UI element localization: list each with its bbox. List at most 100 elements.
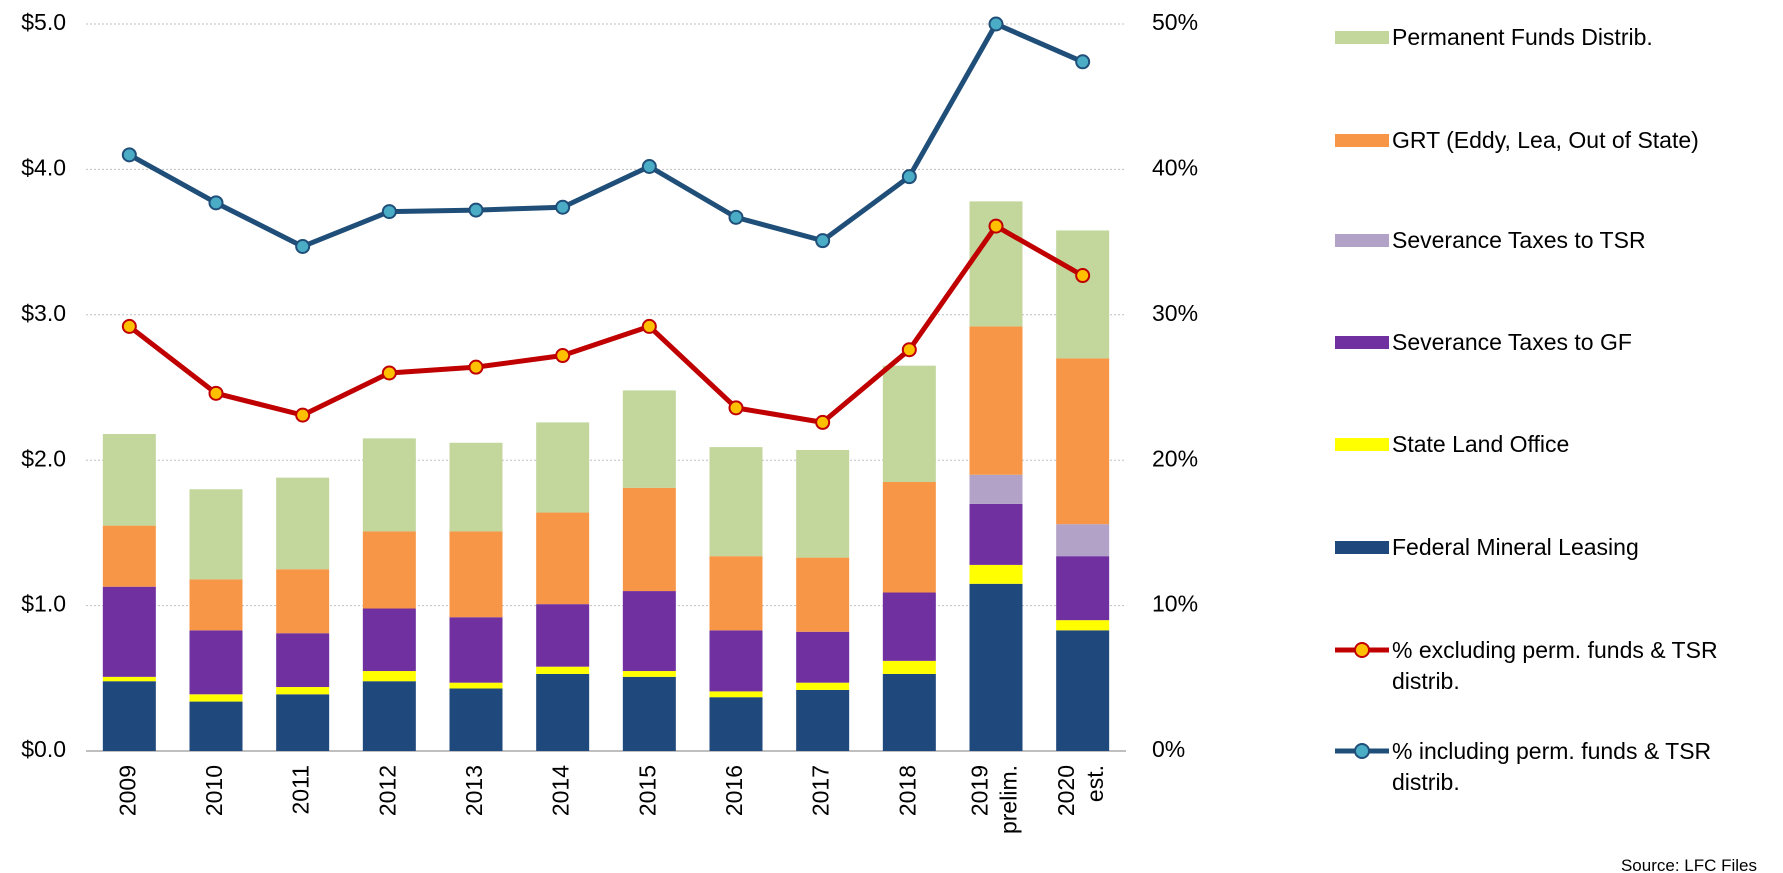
y2-tick-label: 40% [1152,154,1198,180]
bar [709,630,763,692]
legend-swatch [1335,642,1389,658]
bar [796,557,850,632]
plot-area: $0.0 $1.0 $2.0 $3.0 $4.0 $5.0 0% 10% 20% 30% 40% 50… [21,9,1198,834]
bar [969,503,1023,565]
legend-item: Severance Taxes to GF [1335,327,1777,358]
y-tick-label: $1.0 [21,591,66,617]
legend-item: GRT (Eddy, Lea, Out of State) [1335,125,1777,156]
bar [276,694,330,751]
y-tick-label: $5.0 [21,9,66,35]
bar [102,681,156,751]
bar [362,531,416,609]
marker [641,318,657,334]
bar [796,631,850,683]
bar [189,579,243,631]
bar [969,564,1023,584]
marker [208,195,224,211]
legend-item: Federal Mineral Leasing [1335,532,1777,563]
bar [969,326,1023,475]
legend-label: Permanent Funds Distrib. [1392,24,1653,50]
bar [276,569,330,634]
marker [555,348,571,364]
bar [189,701,243,751]
bar [709,447,763,557]
bar [102,525,156,587]
bar [882,365,936,483]
marker [988,16,1004,32]
bar [622,676,676,751]
bar [102,586,156,677]
x-tick-label: 2018 [894,765,920,816]
bar [449,617,503,683]
x-tick-label: 2011 [288,765,314,814]
marker [295,238,311,254]
marker [1075,54,1091,70]
source: Source: LFC Files [1620,856,1757,873]
bar [189,694,243,702]
bar [536,512,590,605]
x-tick-label: 2017 [808,765,834,816]
x-tick-label: 2012 [374,765,400,816]
bar [796,450,850,558]
x-tick-label: 2014 [548,765,574,816]
marker [555,199,571,215]
x-tick-label: 2015 [634,765,660,816]
bar [1056,358,1110,525]
bar [796,689,850,751]
marker [468,202,484,218]
bar [622,671,676,677]
marker [728,209,744,225]
marker [121,318,137,334]
x-tick-label: 2016 [721,765,747,816]
legend-label: GRT (Eddy, Lea, Out of State) [1392,127,1699,153]
bar [276,633,330,688]
legend-item: Permanent Funds Distrib. [1335,22,1777,53]
bar [362,438,416,532]
y-tick-label: $4.0 [21,154,66,180]
legend-label: Severance Taxes to GF [1392,329,1632,355]
x-tick-label: 2020 est. [1053,765,1108,816]
bar [536,604,590,667]
legend-swatch [1335,134,1389,147]
legend-item: % excluding perm. funds & TSR distrib. [1335,635,1777,697]
legend-swatch [1335,743,1389,759]
x-tick-label: 2009 [114,765,140,816]
bar [969,474,1023,504]
bar [1056,630,1110,751]
y2-tick-label: 50% [1152,9,1198,35]
legend-label: State Land Office [1392,431,1570,457]
bar [1056,524,1110,557]
bar [362,608,416,672]
bar [796,682,850,690]
legend-label: % excluding perm. funds & TSR distrib. [1392,637,1718,694]
legend-swatch [1335,234,1389,247]
legend-swatch [1335,31,1389,44]
bar [276,687,330,695]
bar [362,681,416,751]
legend-label: % including perm. funds & TSR distrib. [1392,738,1712,795]
legend-label: Federal Mineral Leasing [1392,534,1639,560]
legend-swatch [1335,336,1389,349]
bar [882,673,936,751]
marker [295,407,311,423]
marker [641,158,657,174]
bar [882,660,936,674]
marker [381,204,397,220]
legend-swatch [1335,438,1389,451]
x-tick-label: 2019 prelim. [967,765,1022,834]
legend-item: Severance Taxes to TSR [1335,225,1777,256]
bar [276,477,330,570]
y2-tick-label: 30% [1152,300,1198,326]
marker [121,147,137,163]
bar [882,592,936,661]
marker [901,169,917,185]
bar [709,556,763,631]
marker [381,365,397,381]
y2-tick-label: 20% [1152,445,1198,471]
bar [622,390,676,488]
y-tick-label: $3.0 [21,300,66,326]
bar [189,630,243,695]
bar [189,489,243,580]
marker [468,359,484,375]
bar [449,682,503,689]
